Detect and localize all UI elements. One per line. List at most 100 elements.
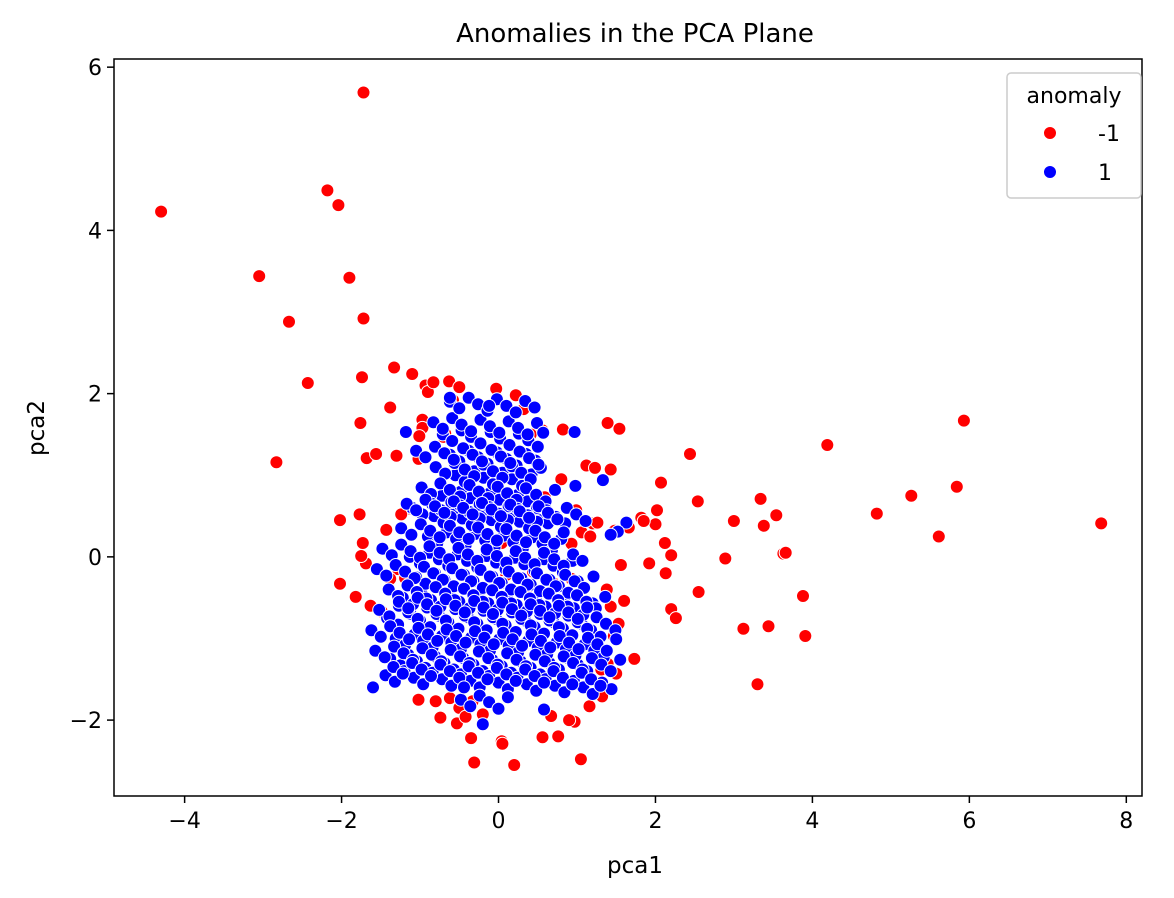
normal-point <box>394 521 409 536</box>
normal-point <box>428 580 443 595</box>
anomaly-point <box>387 360 402 375</box>
anomaly-point <box>718 551 733 566</box>
normal-point <box>522 510 537 525</box>
normal-point <box>567 425 582 439</box>
x-tick-label: 2 <box>648 809 662 834</box>
anomaly-point <box>956 413 971 428</box>
normal-point <box>619 515 634 530</box>
normal-point <box>387 639 402 654</box>
normal-point <box>489 533 504 548</box>
normal-point <box>567 574 582 589</box>
normal-point <box>435 421 450 436</box>
anomaly-point <box>612 421 627 436</box>
normal-point <box>464 424 479 439</box>
anomaly-point <box>798 629 813 643</box>
anomaly-point <box>769 508 784 523</box>
normal-point <box>433 476 448 491</box>
anomaly-point <box>668 611 683 626</box>
x-tick-label: 0 <box>492 809 506 834</box>
anomaly-point <box>642 556 657 571</box>
anomaly-point <box>664 548 679 563</box>
normal-point <box>490 479 505 494</box>
normal-point <box>603 664 618 679</box>
normal-point <box>519 535 533 550</box>
anomaly-point <box>535 730 550 745</box>
normal-point <box>515 638 530 653</box>
normal-point <box>593 678 608 693</box>
y-tick-label: −2 <box>70 709 102 734</box>
anomaly-point <box>750 677 765 692</box>
anomaly-point <box>348 589 363 604</box>
normal-point <box>527 400 542 415</box>
normal-point <box>486 607 500 621</box>
anomaly-point <box>583 529 598 544</box>
normal-point <box>586 569 601 584</box>
normal-point <box>423 523 438 538</box>
normal-point <box>372 602 387 617</box>
normal-point <box>454 417 469 432</box>
normal-point <box>457 462 472 477</box>
normal-point <box>398 425 413 439</box>
normal-point <box>432 530 447 545</box>
anomaly-point <box>355 536 370 550</box>
normal-point <box>499 522 514 537</box>
normal-point <box>571 642 586 657</box>
normal-point <box>473 562 488 577</box>
normal-point <box>437 505 452 520</box>
legend: anomaly -1 1 <box>1006 72 1142 199</box>
normal-point <box>491 701 506 716</box>
normal-point <box>463 699 478 714</box>
legend-marker-anomaly <box>1043 126 1057 140</box>
anomaly-point <box>389 448 404 463</box>
normal-point <box>462 478 477 492</box>
normal-point <box>379 568 394 583</box>
normal-point <box>537 545 551 560</box>
normal-point <box>430 633 445 648</box>
anomaly-point <box>753 491 768 506</box>
chart-title: Anomalies in the PCA Plane <box>456 19 814 49</box>
x-tick-label: 8 <box>1119 809 1133 834</box>
x-axis-ticks: −4 −2 0 2 4 6 8 <box>168 796 1133 834</box>
legend-label-normal: 1 <box>1098 161 1112 186</box>
normal-point <box>485 583 500 598</box>
anomaly-point <box>342 270 357 285</box>
anomaly-point <box>582 699 597 714</box>
anomaly-point <box>464 731 479 746</box>
x-tick-label: −4 <box>168 809 200 834</box>
y-tick-label: 0 <box>88 546 102 571</box>
normal-point <box>556 649 571 664</box>
normal-point <box>547 552 562 567</box>
anomaly-point <box>554 472 569 487</box>
anomaly-point <box>507 758 522 772</box>
normal-point <box>531 499 546 514</box>
anomaly-point <box>379 522 394 537</box>
y-tick-label: 6 <box>88 56 102 81</box>
normal-point <box>479 542 494 557</box>
normal-point <box>480 672 495 687</box>
anomaly-point <box>648 517 663 532</box>
points-layer <box>154 85 1109 772</box>
normal-point <box>452 401 467 416</box>
anomaly-point <box>383 400 398 415</box>
anomaly-point <box>617 593 632 608</box>
normal-point <box>514 608 529 623</box>
normal-point <box>482 398 497 413</box>
normal-point <box>547 536 562 551</box>
anomaly-point <box>495 736 510 751</box>
normal-point <box>433 657 448 672</box>
normal-point <box>548 482 562 497</box>
anomaly-point <box>657 536 672 550</box>
anomaly-point <box>600 416 615 430</box>
normal-point <box>465 447 480 462</box>
anomaly-point <box>627 651 642 666</box>
normal-point <box>404 527 419 542</box>
normal-point <box>486 637 501 652</box>
normal-point <box>475 717 490 732</box>
normal-point <box>428 460 443 475</box>
y-axis-ticks: −2 0 2 4 6 <box>70 56 114 734</box>
axes-frame <box>113 58 1143 797</box>
anomaly-point <box>551 729 566 744</box>
anomaly-point <box>452 380 467 395</box>
anomaly-point <box>300 376 315 390</box>
normal-point <box>519 481 533 496</box>
